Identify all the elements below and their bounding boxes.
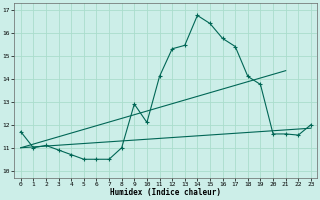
X-axis label: Humidex (Indice chaleur): Humidex (Indice chaleur) [110,188,221,197]
